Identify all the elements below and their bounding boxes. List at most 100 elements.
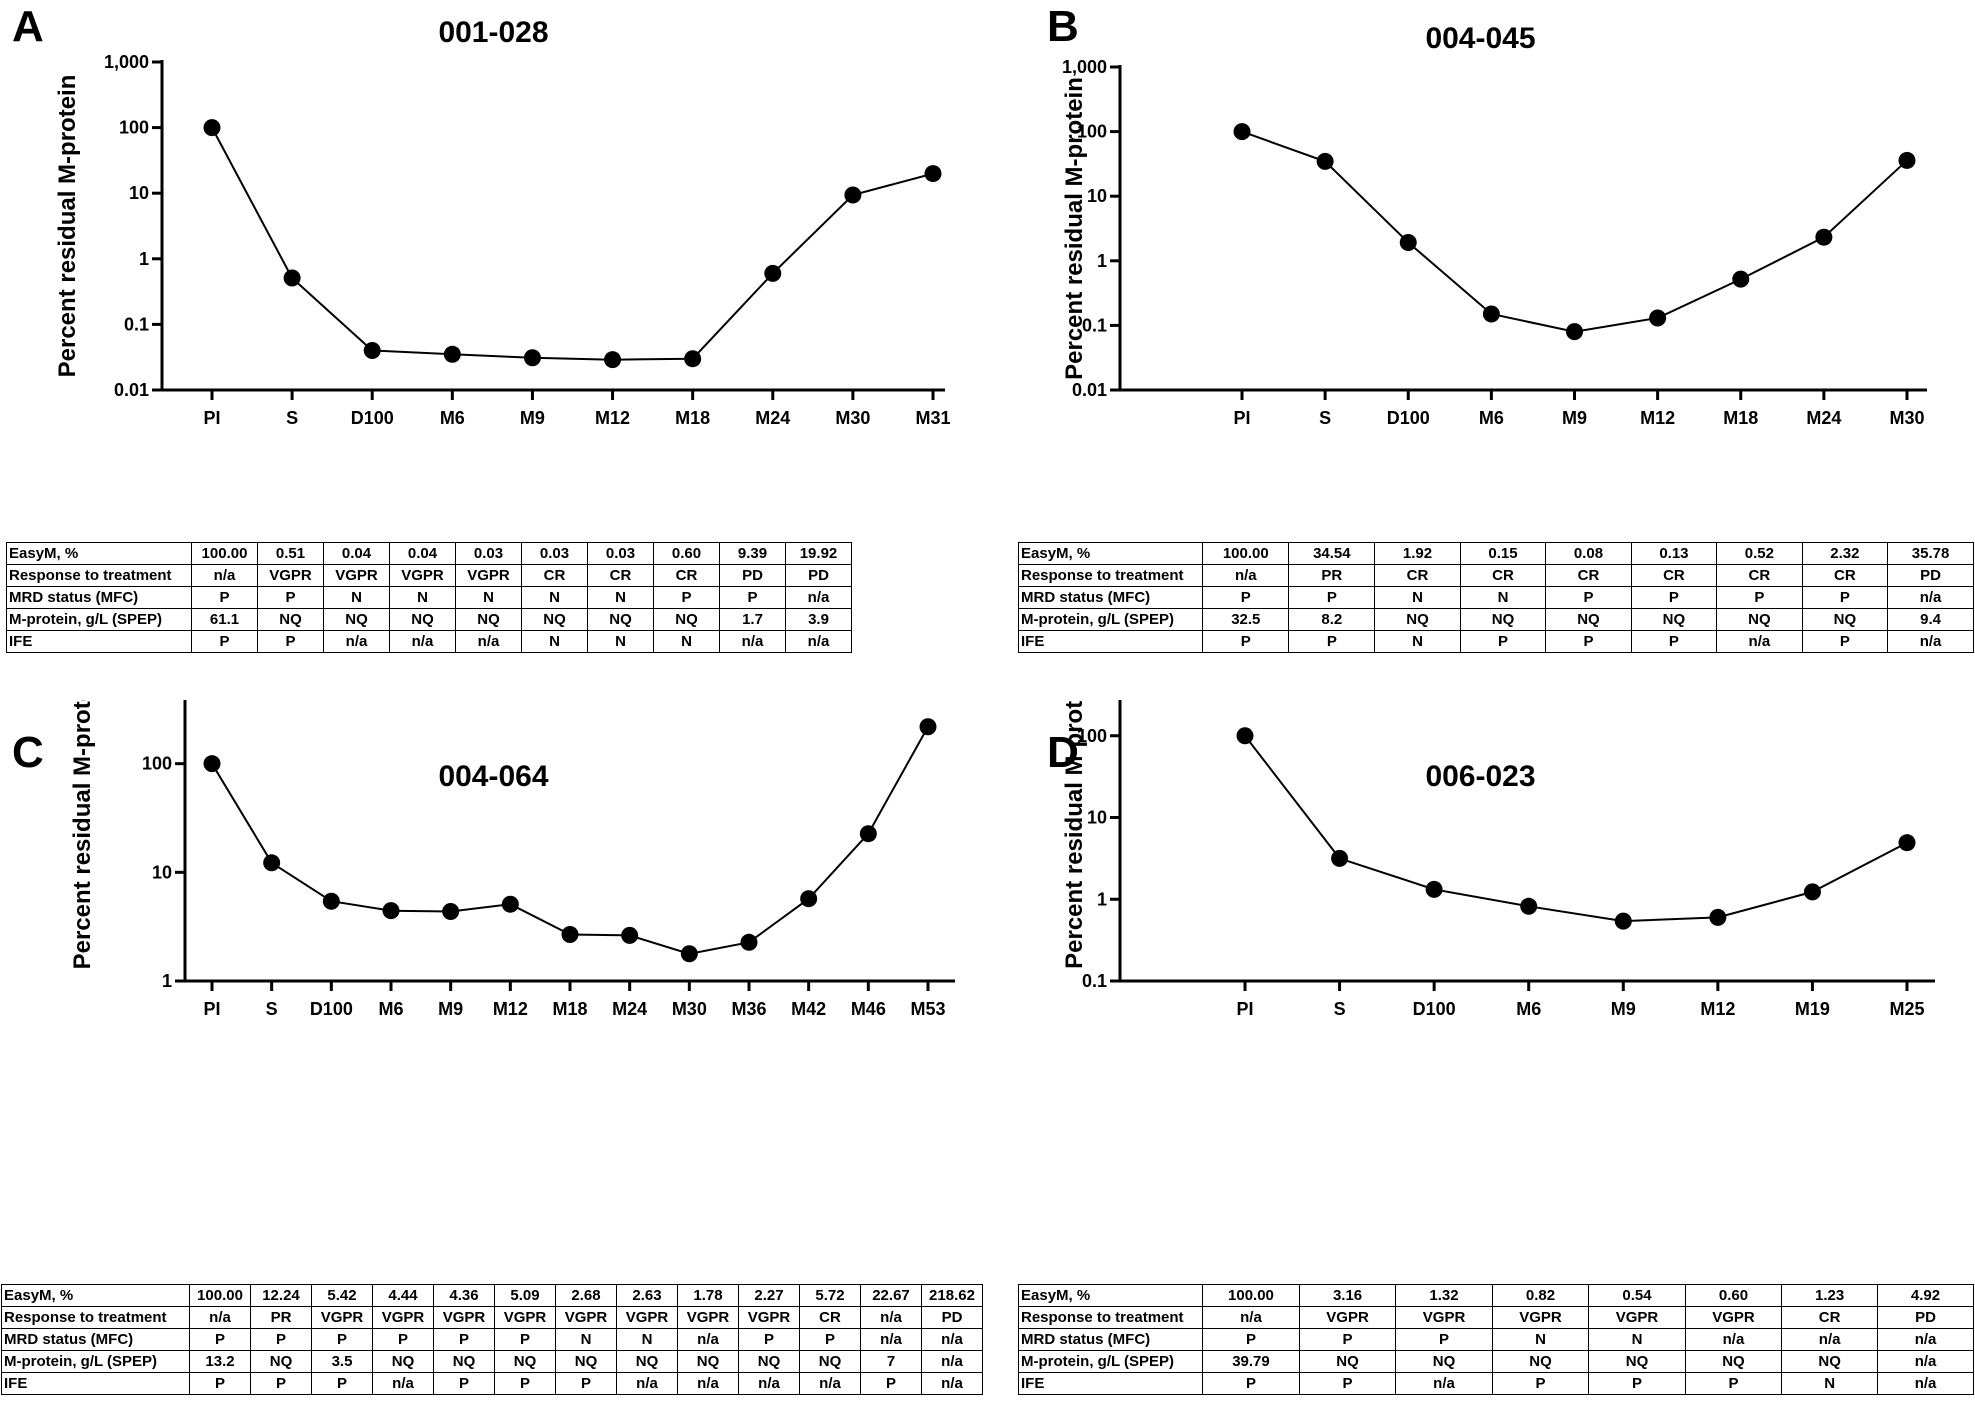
table-cell: 0.60 — [653, 542, 720, 565]
table-cell: NQ — [389, 608, 456, 631]
table-cell: VGPR — [1395, 1306, 1493, 1329]
table-cell: n/a — [785, 630, 852, 653]
x-tick-label: M6 — [378, 999, 403, 1019]
table-cell: PD — [1887, 564, 1974, 587]
table-cell: P — [1630, 586, 1718, 609]
table-cell: P — [433, 1372, 495, 1395]
table-cell: 0.51 — [257, 542, 324, 565]
table-cell: VGPR — [311, 1306, 373, 1329]
table-cell: 1.78 — [677, 1284, 739, 1307]
x-tick-label: PI — [203, 408, 220, 428]
table-cell: P — [257, 586, 324, 609]
x-tick-label: M18 — [552, 999, 587, 1019]
data-point — [740, 933, 758, 951]
row-label: MRD status (MFC) — [1017, 586, 1204, 609]
table-cell: PD — [785, 564, 852, 587]
table-cell: 0.04 — [323, 542, 390, 565]
table-cell: P — [372, 1328, 434, 1351]
table-cell: 0.60 — [1684, 1284, 1783, 1307]
row-label: EasyM, % — [1, 1284, 190, 1307]
table-row: Response to treatment n/a PR CR CR CR CR CR CR PD — [1017, 564, 1974, 587]
y-tick-label: 100 — [1077, 122, 1107, 142]
row-label: EasyM, % — [1017, 1284, 1204, 1307]
table-cell: P — [1202, 586, 1290, 609]
table-cell: P — [257, 630, 324, 653]
table-cell: NQ — [250, 1350, 312, 1373]
x-tick-label: M18 — [675, 408, 710, 428]
table-cell: 12.24 — [250, 1284, 312, 1307]
table-cell: VGPR — [555, 1306, 617, 1329]
x-tick-label: M24 — [612, 999, 647, 1019]
data-point — [1709, 908, 1727, 926]
table-cell: NQ — [1781, 1350, 1879, 1373]
panel-letter: A — [12, 2, 44, 51]
table-row: EasyM, % 100.00 34.54 1.92 0.15 0.08 0.13 0.52 2… — [1017, 542, 1974, 565]
table-cell: 34.54 — [1288, 542, 1376, 565]
table-cell: n/a — [921, 1372, 983, 1395]
row-label: Response to treatment — [6, 564, 192, 587]
y-tick-label: 0.1 — [1082, 971, 1107, 991]
series-line — [211, 726, 929, 955]
y-tick-label: 1 — [1097, 889, 1107, 909]
row-label: IFE — [6, 630, 192, 653]
table-cell: 1.92 — [1374, 542, 1461, 565]
y-tick-label: 1 — [162, 971, 172, 991]
panel-b: B 004-045 0.01 0.1 1 10 100 1,000 Percent resi… — [987, 0, 1974, 700]
table-cell: VGPR — [455, 564, 522, 587]
data-table: EasyM, % 100.00 3.16 1.32 0.82 0.54 0.60 1.23 4.… — [1017, 1284, 1974, 1395]
chart-title: 006-023 — [1425, 760, 1536, 793]
row-label: MRD status (MFC) — [1017, 1328, 1204, 1351]
table-cell: NQ — [494, 1350, 556, 1373]
data-table: EasyM, % 100.00 34.54 1.92 0.15 0.08 0.13 0.52 2… — [1017, 542, 1974, 653]
table-cell: PD — [1877, 1306, 1974, 1329]
table-cell: N — [587, 630, 654, 653]
table-cell: 4.92 — [1877, 1284, 1974, 1307]
table-cell: NQ — [323, 608, 390, 631]
y-tick-label: 0.1 — [124, 314, 149, 334]
table-cell: 5.09 — [494, 1284, 556, 1307]
table-cell: 19.92 — [785, 542, 852, 565]
table-cell: P — [719, 586, 786, 609]
data-point — [1898, 151, 1916, 169]
table-cell: P — [1298, 1328, 1397, 1351]
table-cell: NQ — [1684, 1350, 1783, 1373]
data-point — [203, 119, 221, 137]
panel-letter: B — [1047, 2, 1079, 51]
x-tick-label: M42 — [791, 999, 826, 1019]
data-point — [1520, 897, 1538, 915]
table-cell: P — [311, 1372, 373, 1395]
table-cell: 4.44 — [372, 1284, 434, 1307]
x-tick-label: M24 — [1806, 408, 1841, 428]
table-cell: n/a — [1877, 1350, 1974, 1373]
table-cell: P — [494, 1372, 556, 1395]
table-cell: n/a — [1781, 1328, 1879, 1351]
table-cell: n/a — [799, 1372, 861, 1395]
table-cell: 7 — [860, 1350, 922, 1373]
table-cell: NQ — [1374, 608, 1461, 631]
table-cell: P — [1298, 1372, 1397, 1395]
x-tick-label: S — [266, 999, 278, 1019]
y-axis-label: Percent residual M-protein — [69, 700, 96, 969]
table-cell: P — [555, 1372, 617, 1395]
chart-title: 004-045 — [1425, 22, 1536, 55]
table-cell: P — [311, 1328, 373, 1351]
table-cell: N — [521, 630, 588, 653]
data-point — [443, 345, 461, 363]
table-cell: 8.2 — [1288, 608, 1376, 631]
row-label: IFE — [1, 1372, 190, 1395]
data-point — [1649, 309, 1667, 327]
y-tick-label: 100 — [142, 754, 172, 774]
y-tick-label: 1 — [139, 249, 149, 269]
table-cell: NQ — [1491, 1350, 1590, 1373]
table-cell: n/a — [1684, 1328, 1783, 1351]
table-cell: 9.39 — [719, 542, 786, 565]
data-point — [1425, 880, 1443, 898]
table-cell: 22.67 — [860, 1284, 922, 1307]
table-cell: VGPR — [1298, 1306, 1397, 1329]
data-point — [800, 890, 818, 908]
table-cell: n/a — [323, 630, 390, 653]
row-label: Response to treatment — [1, 1306, 190, 1329]
table-cell: VGPR — [323, 564, 390, 587]
row-label: Response to treatment — [1017, 1306, 1204, 1329]
